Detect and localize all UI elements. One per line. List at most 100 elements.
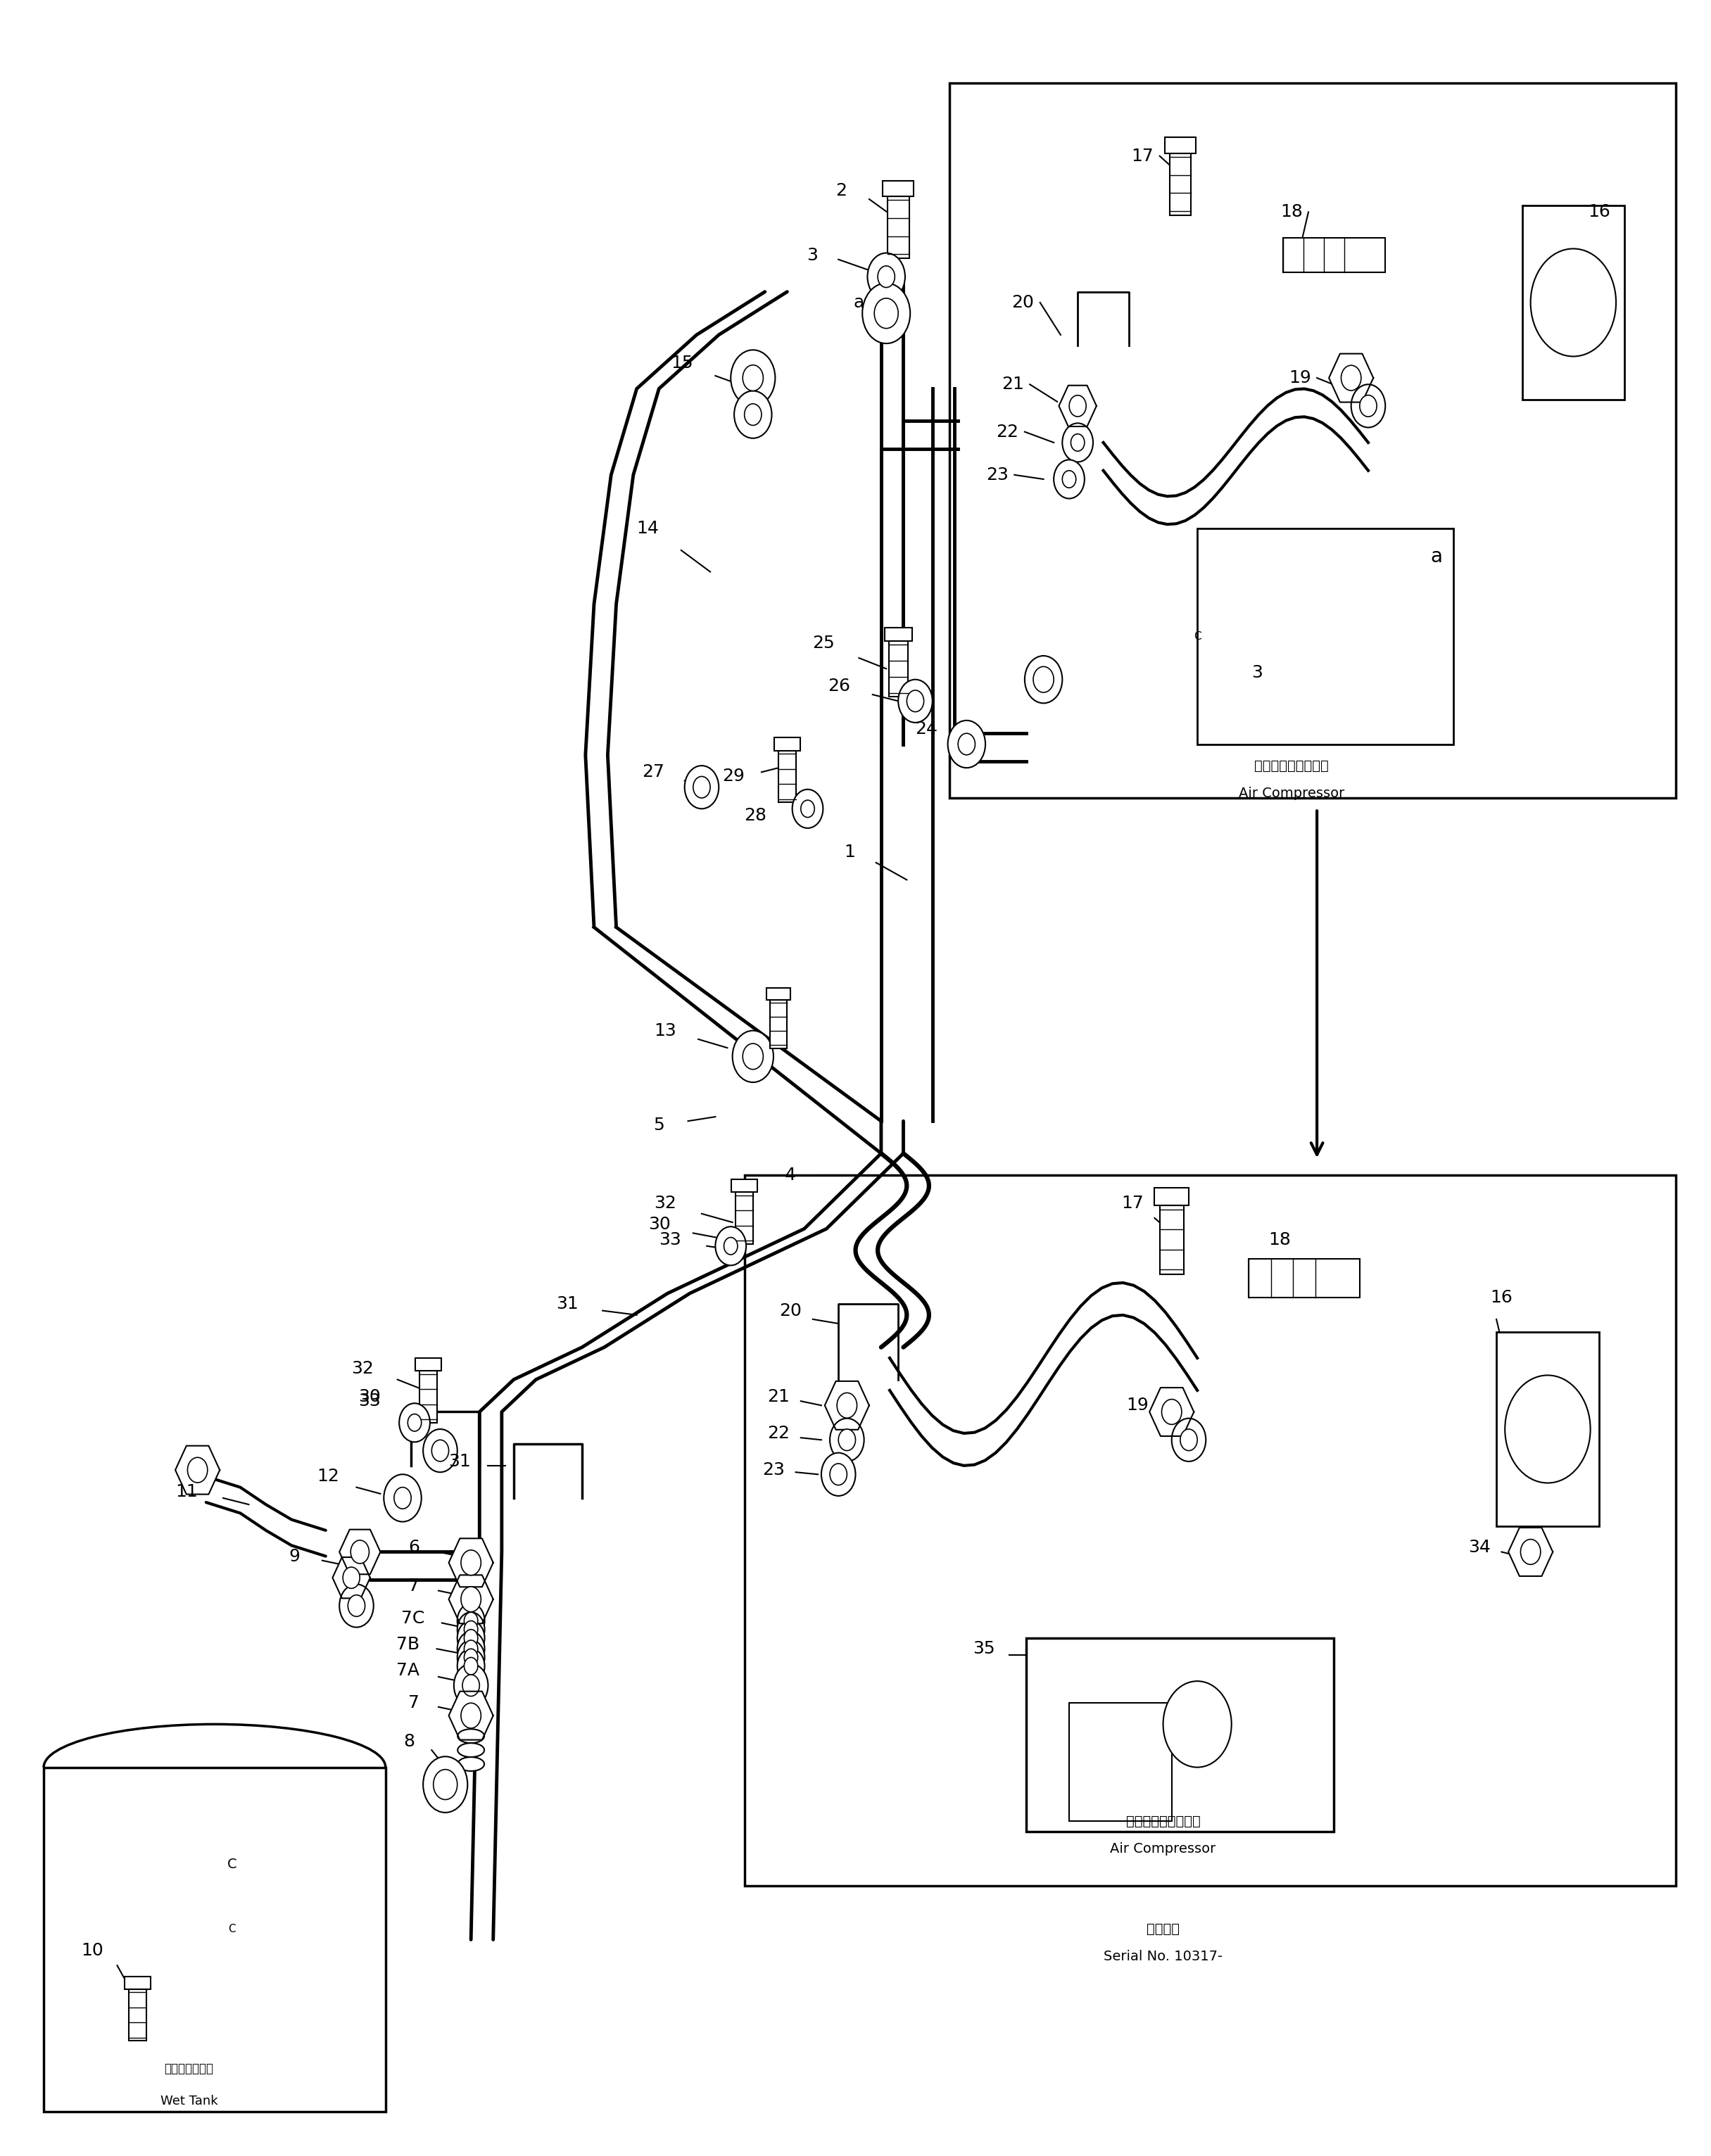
Circle shape	[830, 1419, 864, 1462]
Polygon shape	[448, 1576, 493, 1623]
Text: 35: 35	[972, 1641, 994, 1658]
Text: 24: 24	[915, 720, 938, 737]
Bar	[1155, 1188, 1189, 1205]
Text: 20: 20	[779, 1302, 802, 1319]
Circle shape	[1506, 1376, 1591, 1483]
Text: Wet Tank: Wet Tank	[161, 2096, 217, 2109]
Circle shape	[1162, 1399, 1182, 1425]
Bar	[888, 640, 909, 696]
Circle shape	[878, 265, 895, 287]
Text: C: C	[1194, 632, 1201, 642]
Text: 2: 2	[835, 181, 847, 198]
Text: a: a	[854, 293, 864, 310]
Bar	[732, 1179, 758, 1192]
Circle shape	[453, 1664, 488, 1708]
Polygon shape	[1329, 354, 1374, 403]
Circle shape	[1163, 1682, 1232, 1768]
Circle shape	[684, 765, 719, 808]
Text: 22: 22	[996, 423, 1018, 440]
Bar	[1165, 138, 1196, 153]
Circle shape	[1025, 655, 1063, 703]
Text: C: C	[228, 1923, 236, 1934]
Text: C: C	[228, 1858, 236, 1871]
Bar	[888, 196, 909, 259]
Text: 23: 23	[761, 1462, 785, 1479]
Bar	[1069, 1703, 1172, 1822]
Circle shape	[339, 1585, 373, 1628]
Circle shape	[394, 1488, 411, 1509]
Bar	[1198, 528, 1454, 744]
Text: 29: 29	[722, 768, 744, 785]
Polygon shape	[175, 1447, 219, 1494]
Circle shape	[1531, 248, 1615, 356]
Text: 22: 22	[767, 1425, 790, 1442]
Text: a: a	[1430, 548, 1442, 567]
Circle shape	[801, 800, 814, 817]
Text: 30: 30	[358, 1388, 380, 1406]
Circle shape	[958, 733, 975, 755]
Text: 19: 19	[1126, 1397, 1148, 1414]
Circle shape	[460, 1587, 481, 1613]
Text: 3: 3	[806, 246, 818, 263]
Circle shape	[457, 1613, 484, 1647]
Polygon shape	[1059, 386, 1097, 427]
Circle shape	[1341, 364, 1362, 390]
Circle shape	[874, 298, 898, 328]
Circle shape	[351, 1539, 370, 1563]
Circle shape	[1172, 1419, 1206, 1462]
Circle shape	[907, 690, 924, 711]
Circle shape	[1181, 1429, 1198, 1451]
Text: 5: 5	[654, 1117, 664, 1134]
Text: 31: 31	[556, 1296, 578, 1313]
Text: 12: 12	[317, 1468, 339, 1485]
Circle shape	[862, 282, 910, 343]
Circle shape	[342, 1567, 359, 1589]
Bar	[416, 1358, 441, 1371]
Bar	[44, 1768, 385, 2113]
Text: 19: 19	[1288, 369, 1311, 386]
Text: 14: 14	[636, 520, 659, 537]
Circle shape	[693, 776, 710, 798]
Circle shape	[462, 1675, 479, 1697]
Ellipse shape	[457, 1757, 484, 1770]
Circle shape	[1063, 470, 1076, 487]
Text: 3: 3	[1251, 664, 1263, 681]
Circle shape	[433, 1770, 457, 1800]
Text: エアーコンプレッサ: エアーコンプレッサ	[1126, 1815, 1201, 1828]
Circle shape	[948, 720, 986, 768]
Circle shape	[464, 1641, 477, 1658]
Bar	[1160, 1205, 1184, 1274]
Circle shape	[457, 1621, 484, 1656]
Circle shape	[838, 1429, 855, 1451]
Text: ウェットタンク: ウェットタンク	[164, 2063, 214, 2076]
Bar	[125, 1977, 151, 1990]
Bar	[885, 627, 912, 640]
Bar	[744, 1175, 1675, 1886]
Text: 1: 1	[844, 843, 855, 860]
Text: Air Compressor: Air Compressor	[1239, 787, 1345, 800]
Circle shape	[821, 1453, 855, 1496]
Text: 27: 27	[642, 763, 664, 780]
Text: Serial No. 10317-: Serial No. 10317-	[1104, 1951, 1223, 1964]
Circle shape	[744, 403, 761, 425]
Polygon shape	[448, 1539, 493, 1587]
Polygon shape	[1509, 1529, 1554, 1576]
Circle shape	[464, 1658, 477, 1675]
Text: 適用号機: 適用号機	[1146, 1923, 1179, 1936]
Bar	[775, 737, 801, 750]
Bar	[1249, 1259, 1360, 1298]
Text: 33: 33	[358, 1393, 380, 1410]
Circle shape	[830, 1464, 847, 1485]
Circle shape	[715, 1227, 746, 1266]
Circle shape	[1521, 1539, 1540, 1565]
Bar	[767, 987, 790, 1000]
Text: 8: 8	[404, 1733, 414, 1751]
Text: 15: 15	[671, 354, 693, 371]
Ellipse shape	[457, 1729, 484, 1742]
Circle shape	[867, 252, 905, 300]
Circle shape	[457, 1604, 484, 1639]
Bar	[770, 1000, 787, 1048]
Circle shape	[898, 679, 932, 722]
Polygon shape	[339, 1529, 380, 1574]
Circle shape	[460, 1550, 481, 1576]
